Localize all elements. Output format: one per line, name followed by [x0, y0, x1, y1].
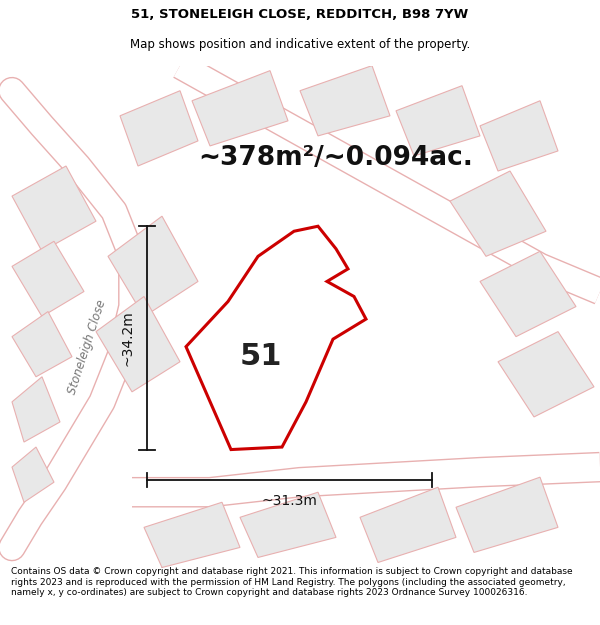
Polygon shape	[12, 166, 96, 251]
Polygon shape	[108, 216, 198, 316]
Text: Stoneleigh Close: Stoneleigh Close	[65, 298, 109, 396]
Polygon shape	[480, 101, 558, 171]
Polygon shape	[240, 492, 336, 558]
Polygon shape	[144, 503, 240, 568]
Text: 51: 51	[240, 342, 282, 371]
Polygon shape	[456, 477, 558, 552]
Polygon shape	[12, 377, 60, 442]
Polygon shape	[12, 241, 84, 316]
Polygon shape	[396, 86, 480, 156]
Polygon shape	[498, 332, 594, 417]
Text: 51, STONELEIGH CLOSE, REDDITCH, B98 7YW: 51, STONELEIGH CLOSE, REDDITCH, B98 7YW	[131, 8, 469, 21]
Polygon shape	[96, 296, 180, 392]
Polygon shape	[300, 66, 390, 136]
Polygon shape	[12, 447, 54, 503]
Polygon shape	[360, 488, 456, 562]
Polygon shape	[120, 91, 198, 166]
Text: ~378m²/~0.094ac.: ~378m²/~0.094ac.	[199, 146, 473, 171]
Polygon shape	[12, 311, 72, 377]
Polygon shape	[192, 71, 288, 146]
Text: ~31.3m: ~31.3m	[262, 494, 317, 508]
Text: Contains OS data © Crown copyright and database right 2021. This information is : Contains OS data © Crown copyright and d…	[11, 568, 572, 598]
Polygon shape	[450, 171, 546, 256]
Text: ~34.2m: ~34.2m	[121, 310, 135, 366]
Polygon shape	[480, 251, 576, 337]
Text: Map shows position and indicative extent of the property.: Map shows position and indicative extent…	[130, 38, 470, 51]
